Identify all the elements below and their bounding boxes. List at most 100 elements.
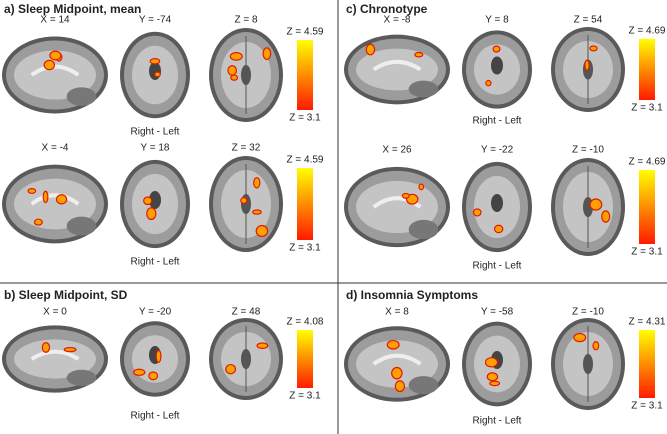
activation-blob — [155, 349, 162, 363]
activation-blob — [63, 346, 77, 353]
slice-coordinate: Z = 48 — [232, 307, 261, 318]
activation-blob — [149, 58, 161, 65]
ventricle — [149, 191, 161, 209]
slice-coordinate: X = 26 — [382, 145, 412, 156]
brain-slice — [462, 321, 532, 407]
orientation-label: Right - Left — [131, 257, 180, 268]
brain-slice — [120, 31, 190, 119]
panel-title: d) Insomnia Symptoms — [346, 288, 478, 302]
colorbar-max: Z = 4.08 — [287, 317, 324, 328]
activation-blob — [386, 339, 400, 350]
slice-coordinate: Z = -10 — [572, 145, 604, 156]
activation-blob — [148, 371, 159, 381]
brain-slice — [344, 34, 450, 105]
ventricle — [149, 62, 161, 80]
colorbar-min: Z = 3.1 — [631, 247, 663, 258]
orientation-label: Right - Left — [473, 261, 522, 272]
slice-coordinate: Y = -20 — [139, 307, 172, 318]
slice-coordinate: Z = 32 — [232, 143, 261, 154]
activation-blob — [49, 50, 62, 61]
activation-blob — [573, 332, 587, 343]
colorbar-min: Z = 3.1 — [631, 401, 663, 412]
activation-blob — [601, 210, 611, 223]
slice-coordinate: Y = 18 — [140, 143, 169, 154]
colorbar-min: Z = 3.1 — [289, 391, 321, 402]
white-matter — [356, 180, 438, 234]
ventricle — [241, 194, 251, 214]
activation-blob — [472, 208, 482, 217]
corpus-callosum — [372, 353, 422, 366]
cerebellum — [408, 219, 439, 240]
white-matter — [356, 340, 438, 388]
activation-blob — [256, 342, 269, 349]
activation-blob — [255, 224, 269, 238]
activation-blob — [225, 363, 237, 375]
ventricle — [491, 56, 503, 75]
ventricle — [583, 354, 593, 374]
activation-blob — [589, 45, 598, 52]
slice-coordinate: Y = -22 — [481, 145, 514, 156]
activation-blob — [133, 368, 146, 376]
slice-coordinate: Y = -74 — [139, 15, 172, 26]
activation-blob — [365, 43, 376, 56]
brain-slice — [551, 27, 625, 112]
brain-slice — [344, 166, 450, 248]
activation-blob — [41, 342, 51, 353]
panel-title: c) Chronotype — [346, 2, 428, 16]
orientation-label: Right - Left — [131, 127, 180, 138]
activation-blob — [391, 366, 403, 380]
slice-coordinate: X = 14 — [40, 15, 70, 26]
colorbar — [639, 39, 655, 100]
activation-blob — [229, 52, 243, 61]
cerebellum — [66, 87, 97, 106]
slice-coordinate: X = -4 — [42, 143, 69, 154]
corpus-callosum — [30, 349, 80, 361]
colorbar — [639, 170, 655, 244]
activation-blob — [418, 183, 425, 191]
cerebellum — [408, 80, 439, 98]
corpus-callosum — [30, 64, 80, 77]
colorbar-min: Z = 3.1 — [631, 103, 663, 114]
activation-blob — [227, 65, 237, 76]
activation-blob — [55, 194, 68, 205]
corpus-callosum — [30, 193, 80, 206]
brain-slice — [2, 36, 108, 114]
ventricle — [241, 349, 251, 369]
activation-blob — [489, 380, 501, 387]
activation-blob — [589, 198, 603, 211]
activation-blob — [486, 372, 499, 382]
brain-slice — [344, 326, 450, 402]
activation-blob — [154, 71, 161, 78]
colorbar — [297, 330, 313, 388]
colorbar — [297, 40, 313, 110]
colorbar — [639, 330, 655, 398]
activation-blob — [252, 209, 262, 215]
brain-slice — [120, 321, 190, 397]
cerebellum — [66, 369, 97, 386]
white-matter — [14, 50, 96, 100]
activation-blob — [493, 224, 504, 234]
colorbar-min: Z = 3.1 — [289, 113, 321, 124]
activation-blob — [485, 79, 492, 87]
activation-blob — [414, 51, 424, 58]
cerebellum — [66, 216, 97, 236]
white-matter — [356, 48, 438, 91]
activation-blob — [240, 196, 248, 205]
brain-slice — [120, 159, 190, 249]
colorbar — [297, 168, 313, 240]
orientation-label: Right - Left — [131, 411, 180, 422]
corpus-callosum — [372, 59, 422, 72]
corpus-callosum — [372, 196, 422, 209]
activation-blob — [27, 187, 37, 194]
activation-blob — [592, 340, 600, 351]
brain-slice — [551, 318, 625, 410]
activation-blob — [262, 47, 272, 61]
colorbar-max: Z = 4.31 — [629, 317, 666, 328]
colorbar-min: Z = 3.1 — [289, 243, 321, 254]
brain-slice — [551, 158, 625, 256]
colorbar-max: Z = 4.59 — [287, 27, 324, 38]
cerebellum — [408, 376, 439, 395]
brain-slice — [2, 325, 108, 393]
slice-coordinate: Z = 54 — [574, 15, 603, 26]
